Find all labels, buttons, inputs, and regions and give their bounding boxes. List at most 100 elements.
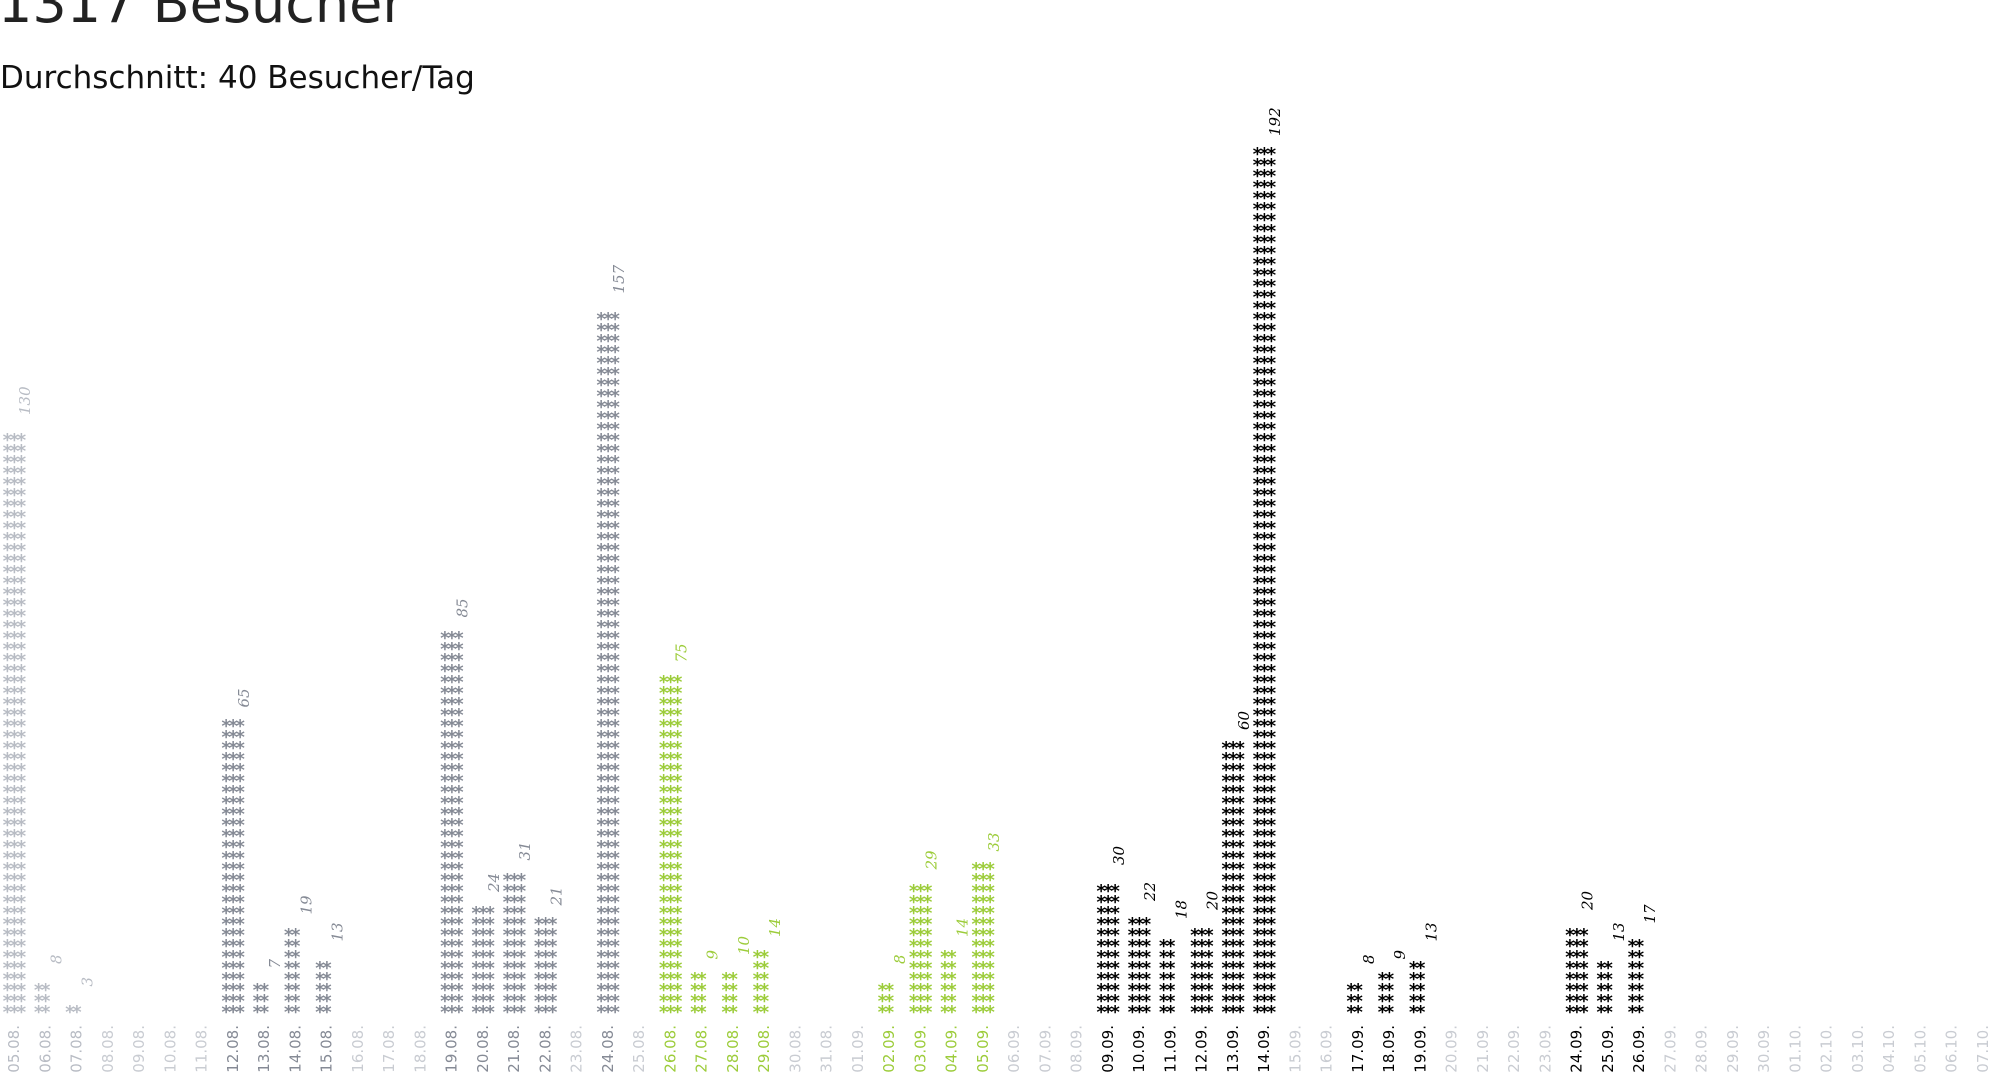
svg-text:*: * — [908, 969, 919, 990]
svg-text:*: * — [610, 309, 621, 330]
svg-text:*: * — [610, 650, 621, 671]
svg-text:*: * — [1221, 760, 1232, 781]
svg-text:*: * — [603, 463, 614, 484]
svg-text:*: * — [1221, 892, 1232, 913]
x-tick-label: 28.09. — [1693, 1025, 1711, 1073]
svg-text:*: * — [596, 606, 607, 627]
svg-text:*: * — [235, 749, 246, 770]
svg-text:*: * — [603, 991, 614, 1012]
svg-text:*: * — [454, 969, 465, 990]
svg-text:*: * — [9, 573, 20, 594]
svg-text:*: * — [978, 881, 989, 902]
svg-text:*: * — [610, 540, 621, 561]
svg-text:*: * — [9, 606, 20, 627]
svg-text:*: * — [610, 815, 621, 836]
svg-text:*: * — [1627, 936, 1638, 957]
x-tick-label: 11.09. — [1161, 1025, 1179, 1073]
svg-text:*: * — [1204, 980, 1215, 1001]
x-tick-label: 10.08. — [161, 1025, 179, 1073]
svg-text:*: * — [752, 991, 763, 1012]
svg-text:*: * — [610, 595, 621, 616]
svg-text:*: * — [228, 760, 239, 781]
svg-text:*: * — [9, 980, 20, 1001]
svg-text:*: * — [440, 903, 451, 924]
x-tick-label: 13.09. — [1224, 1025, 1242, 1073]
svg-text:*: * — [2, 716, 13, 737]
svg-text:*: * — [1204, 925, 1215, 946]
chart-title: 1317 Besucher — [0, 0, 405, 35]
svg-text:*: * — [1266, 375, 1277, 396]
svg-text:*: * — [603, 738, 614, 759]
svg-text:*: * — [454, 914, 465, 935]
svg-text:*: * — [454, 705, 465, 726]
svg-text:*: * — [1259, 639, 1270, 660]
svg-text:*: * — [9, 771, 20, 792]
svg-text:*: * — [454, 903, 465, 924]
svg-text:*: * — [1204, 947, 1215, 968]
x-tick-label: 13.08. — [255, 1025, 273, 1073]
svg-text:*: * — [1127, 914, 1138, 935]
x-tick-label: 03.10. — [1849, 1025, 1867, 1073]
svg-text:*: * — [1252, 232, 1263, 253]
svg-text:*: * — [1228, 793, 1239, 814]
svg-text:*: * — [1266, 661, 1277, 682]
svg-text:*: * — [665, 870, 676, 891]
svg-text:*: * — [603, 309, 614, 330]
svg-text:*: * — [454, 892, 465, 913]
value-label: 13 — [1422, 922, 1440, 941]
svg-text:*: * — [1266, 881, 1277, 902]
svg-text:*: * — [1259, 199, 1270, 220]
svg-text:*: * — [283, 947, 294, 968]
svg-text:*: * — [235, 1002, 246, 1023]
svg-text:*: * — [235, 914, 246, 935]
svg-text:*: * — [228, 892, 239, 913]
svg-text:*: * — [447, 628, 458, 649]
svg-text:*: * — [603, 881, 614, 902]
svg-text:*: * — [672, 969, 683, 990]
svg-text:*: * — [922, 892, 933, 913]
svg-text:*: * — [221, 969, 232, 990]
svg-text:*: * — [1221, 903, 1232, 924]
svg-text:*: * — [16, 859, 27, 880]
svg-text:*: * — [9, 738, 20, 759]
x-tick-label: 19.09. — [1411, 1025, 1429, 1073]
svg-text:*: * — [454, 716, 465, 737]
svg-text:*: * — [2, 969, 13, 990]
bar: ****** — [252, 980, 270, 1023]
x-tick-label: 01.10. — [1786, 1025, 1804, 1073]
svg-text:*: * — [1252, 892, 1263, 913]
svg-text:*: * — [1252, 243, 1263, 264]
svg-text:*: * — [1252, 705, 1263, 726]
svg-text:*: * — [1259, 518, 1270, 539]
svg-text:*: * — [1252, 881, 1263, 902]
bar: ****** — [1346, 980, 1364, 1023]
svg-text:*: * — [1415, 1002, 1426, 1023]
svg-text:*: * — [440, 914, 451, 935]
svg-text:*: * — [221, 991, 232, 1012]
svg-text:*: * — [665, 716, 676, 737]
svg-text:*: * — [1259, 573, 1270, 594]
svg-text:*: * — [290, 991, 301, 1012]
svg-text:*: * — [454, 749, 465, 770]
svg-text:*: * — [447, 870, 458, 891]
svg-text:*: * — [922, 903, 933, 924]
svg-text:*: * — [1259, 529, 1270, 550]
svg-text:*: * — [322, 958, 333, 979]
svg-text:*: * — [447, 694, 458, 715]
svg-text:*: * — [33, 991, 44, 1012]
svg-text:*: * — [1634, 980, 1645, 1001]
svg-text:*: * — [1134, 947, 1145, 968]
svg-text:*: * — [447, 738, 458, 759]
svg-text:*: * — [16, 606, 27, 627]
svg-text:*: * — [16, 760, 27, 781]
svg-text:*: * — [915, 925, 926, 946]
svg-text:*: * — [1235, 826, 1246, 847]
svg-text:*: * — [596, 650, 607, 671]
svg-text:*: * — [2, 815, 13, 836]
svg-text:*: * — [16, 661, 27, 682]
svg-text:*: * — [502, 969, 513, 990]
svg-text:*: * — [1266, 331, 1277, 352]
svg-text:*: * — [283, 969, 294, 990]
svg-text:*: * — [603, 870, 614, 891]
svg-text:*: * — [1228, 881, 1239, 902]
